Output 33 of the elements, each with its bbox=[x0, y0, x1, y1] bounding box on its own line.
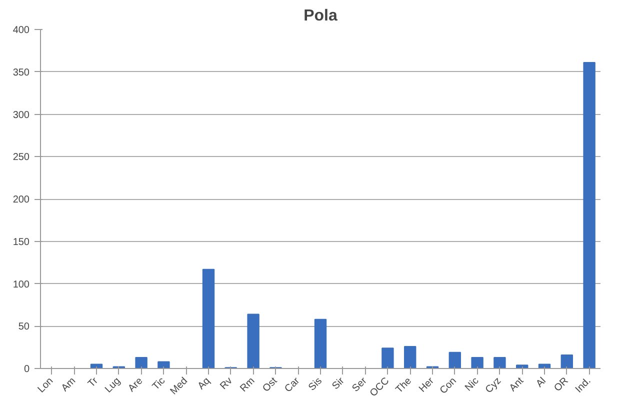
y-tick-label: 200 bbox=[12, 194, 30, 206]
x-tick-label: Cyz bbox=[484, 376, 504, 396]
x-tick-label: Nic bbox=[463, 376, 482, 394]
x-tick-label: Con bbox=[438, 376, 459, 396]
x-tick-label: Lon bbox=[36, 376, 56, 396]
x-tick-label: Rm bbox=[238, 376, 258, 394]
x-tick-label: Aq bbox=[196, 376, 212, 392]
y-tick-label: 0 bbox=[24, 364, 30, 375]
x-tick-label: Are bbox=[126, 375, 146, 394]
x-tick-label: Ind. bbox=[574, 376, 594, 396]
x-tick-label: Rv bbox=[218, 376, 235, 392]
x-tick-label: Sir bbox=[330, 375, 348, 392]
y-tick-label: 50 bbox=[18, 322, 30, 333]
x-tick-label: Lug bbox=[103, 376, 123, 396]
chart-title: Pola bbox=[304, 8, 338, 24]
x-tick-label: Am bbox=[60, 376, 78, 394]
x-tick-label: OR bbox=[552, 376, 571, 394]
x-tick-label: The bbox=[394, 375, 414, 396]
x-tick-label: Tr bbox=[86, 375, 101, 390]
y-tick-label: 150 bbox=[12, 236, 30, 248]
x-tick-label: Al bbox=[534, 376, 548, 390]
x-tick-label: Tic bbox=[150, 376, 168, 393]
x-tick-label: Ant bbox=[508, 375, 526, 394]
x-tick-label: Sis bbox=[306, 376, 324, 394]
x-tick-label: Ost bbox=[260, 375, 280, 394]
y-tick-label: 300 bbox=[12, 110, 30, 121]
x-tick-label: Car bbox=[282, 375, 302, 395]
x-tick-label: Ser bbox=[350, 375, 370, 394]
y-tick-label: 400 bbox=[12, 25, 30, 36]
y-tick-label: 100 bbox=[12, 279, 30, 290]
y-tick-label: 350 bbox=[12, 67, 30, 78]
y-tick-label: 250 bbox=[12, 152, 30, 164]
x-tick-label: Her bbox=[417, 375, 437, 395]
